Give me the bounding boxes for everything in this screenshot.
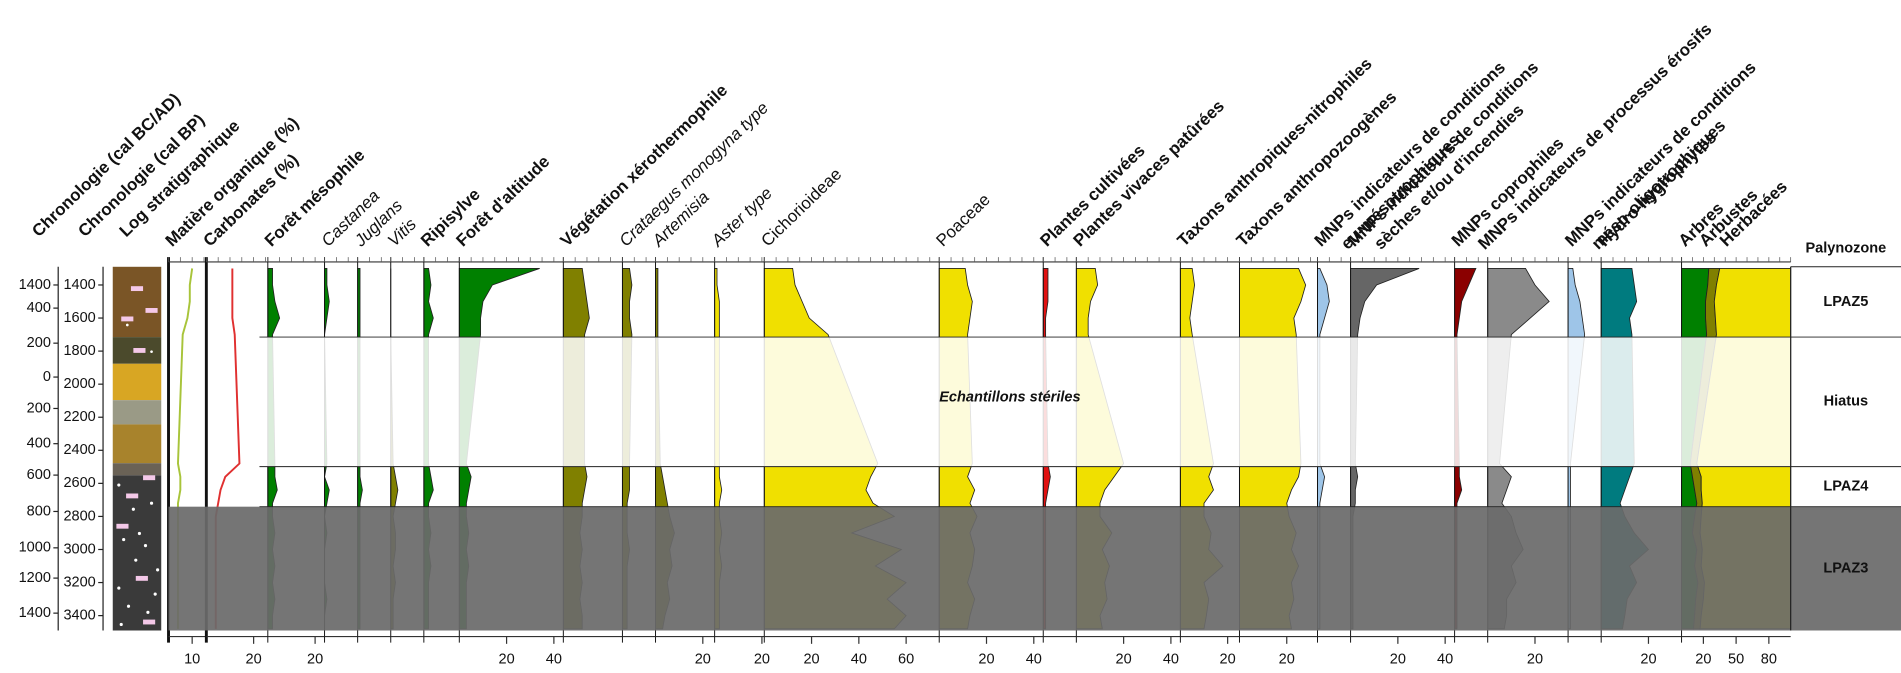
x-tick-label: 50 [1728, 651, 1744, 667]
x-tick-label: 40 [851, 651, 867, 667]
zone-label: Hiatus [1824, 394, 1868, 410]
minor-ticks [1075, 257, 1172, 262]
column-label: Cichorioideae [757, 165, 845, 251]
y-tick-label: 2600 [63, 475, 95, 491]
minor-ticks [622, 257, 647, 262]
minor-ticks [1681, 257, 1792, 262]
minor-ticks [1180, 257, 1240, 262]
minor-ticks [205, 257, 266, 262]
minor-ticks [1239, 257, 1311, 262]
y-tick-label: 0 [43, 369, 51, 385]
y-tick-label: 1400 [63, 277, 95, 293]
zone-label: LPAZ4 [1823, 479, 1868, 495]
zone-label: LPAZ3 [1823, 560, 1868, 576]
minor-ticks [1454, 257, 1479, 262]
y-tick-label: 200 [27, 400, 51, 416]
x-tick-label: 20 [1390, 651, 1406, 667]
x-tick-label: 60 [898, 651, 914, 667]
x-tick-label: 20 [1279, 651, 1295, 667]
y-tick-label: 2400 [63, 442, 95, 458]
x-tick-label: 20 [499, 651, 515, 667]
x-tick-label: 20 [1527, 651, 1543, 667]
x-tick-label: 10 [184, 651, 200, 667]
minor-ticks [1600, 257, 1673, 262]
minor-ticks [655, 257, 715, 262]
x-tick-label: 40 [1026, 651, 1042, 667]
x-tick-label: 40 [1163, 651, 1179, 667]
minor-ticks [1317, 257, 1342, 262]
annotation: Echantillons stériles [939, 390, 1080, 406]
y-tick-label: 600 [27, 467, 51, 483]
minor-ticks [357, 257, 382, 262]
y-tick-label: 200 [27, 335, 51, 351]
minor-ticks [938, 257, 1035, 262]
y-tick-label: 1600 [63, 310, 95, 326]
minor-ticks [1567, 257, 1593, 262]
zone-label: LPAZ5 [1823, 294, 1868, 310]
x-tick-label: 20 [803, 651, 819, 667]
minor-ticks [423, 257, 460, 262]
column-label: Poaceae [932, 190, 993, 250]
x-tick-label: 20 [978, 651, 994, 667]
y-tick-label: 3200 [63, 574, 95, 590]
minor-ticks [763, 257, 931, 262]
minor-ticks [1487, 257, 1559, 262]
y-tick-label: 2200 [63, 409, 95, 425]
y-tick-label: 400 [27, 300, 51, 316]
y-tick-label: 3000 [63, 541, 95, 557]
x-tick-label: 80 [1761, 651, 1777, 667]
x-tick-label: 20 [246, 651, 262, 667]
minor-ticks [458, 257, 555, 262]
strat-log [112, 266, 162, 631]
x-tick-label: 20 [307, 651, 323, 667]
y-tick-label: 1000 [19, 540, 51, 556]
minor-ticks [168, 257, 205, 262]
y-tick-label: 1800 [63, 343, 95, 359]
zone-overlay [259, 337, 1791, 467]
y-tick-label: 1400 [19, 277, 51, 293]
minor-ticks [562, 257, 623, 262]
minor-ticks [1350, 257, 1446, 262]
x-tick-label: 20 [754, 651, 770, 667]
x-tick-label: 40 [546, 651, 562, 667]
x-tick-label: 20 [1640, 651, 1656, 667]
y-tick-label: 400 [27, 436, 51, 452]
zone-overlay [168, 506, 1901, 631]
minor-ticks [390, 257, 415, 262]
x-tick-label: 20 [1116, 651, 1132, 667]
x-tick-label: 20 [1220, 651, 1236, 667]
y-tick-label: 1400 [19, 605, 51, 621]
y-tick-label: 2800 [63, 508, 95, 524]
x-tick-label: 20 [695, 651, 711, 667]
x-tick-label: 20 [1695, 651, 1711, 667]
y-tick-label: 3400 [63, 607, 95, 623]
minor-ticks [324, 257, 349, 262]
y-tick-label: 2000 [63, 376, 95, 392]
minor-ticks [714, 257, 763, 262]
x-tick-label: 40 [1437, 651, 1453, 667]
y-tick-label: 800 [27, 503, 51, 519]
minor-ticks [267, 257, 316, 262]
y-tick-label: 1200 [19, 570, 51, 586]
minor-ticks [1042, 257, 1068, 262]
zone-header: Palynozone [1805, 240, 1886, 256]
